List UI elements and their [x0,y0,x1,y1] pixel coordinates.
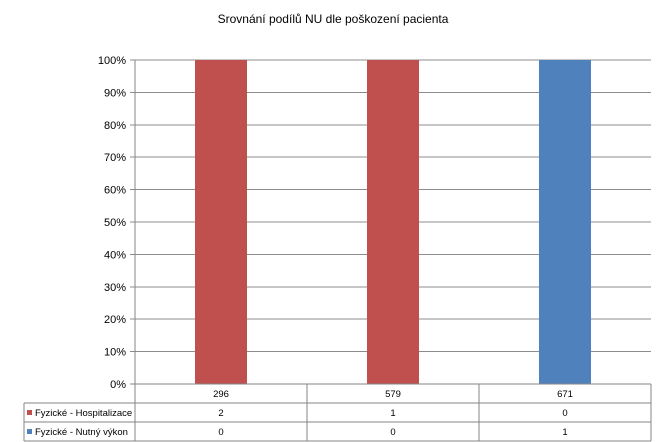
table-cell-value: 2 [218,408,223,419]
bar-296-series-0 [195,60,247,384]
y-axis-ticks: 0% 10% 20% 30% 40% 50% 60% 70% 80% 90% 100% [98,55,126,391]
bars [195,60,591,384]
table-cell-value: 1 [562,427,567,438]
x-category-label: 296 [213,389,229,400]
x-category-label: 579 [385,389,401,400]
table-cell-value: 0 [390,427,395,438]
data-table: 296 579 671 Fyzické - Hospitalizace 2 1 0 Fyzic… [23,383,652,442]
y-tick-label: 20% [104,314,126,326]
y-tick-label: 0% [110,379,126,391]
table-cell-value: 1 [390,408,395,419]
y-tick-label: 70% [104,152,126,164]
y-tick-label: 40% [104,249,126,261]
legend-swatch [27,429,32,434]
y-tick-label: 50% [104,217,126,229]
table-cell-value: 0 [218,427,223,438]
x-category-label: 671 [557,389,573,400]
y-tick-label: 10% [104,347,126,359]
table-cell-value: 0 [562,408,567,419]
bar-579-series-0 [367,60,419,384]
legend-entry: Fyzické - Nutný výkon [35,427,128,438]
legend-swatch [27,410,32,415]
y-tick-label: 60% [104,185,126,197]
legend-entry: Fyzické - Hospitalizace [35,408,132,419]
y-tick-label: 100% [98,55,126,67]
y-tick-label: 30% [104,282,126,294]
y-tick-label: 80% [104,120,126,132]
chart-title: Srovnání podílů NU dle poškození pacient… [218,12,449,26]
bar-671-series-1 [539,60,591,384]
y-tick-label: 90% [104,87,126,99]
